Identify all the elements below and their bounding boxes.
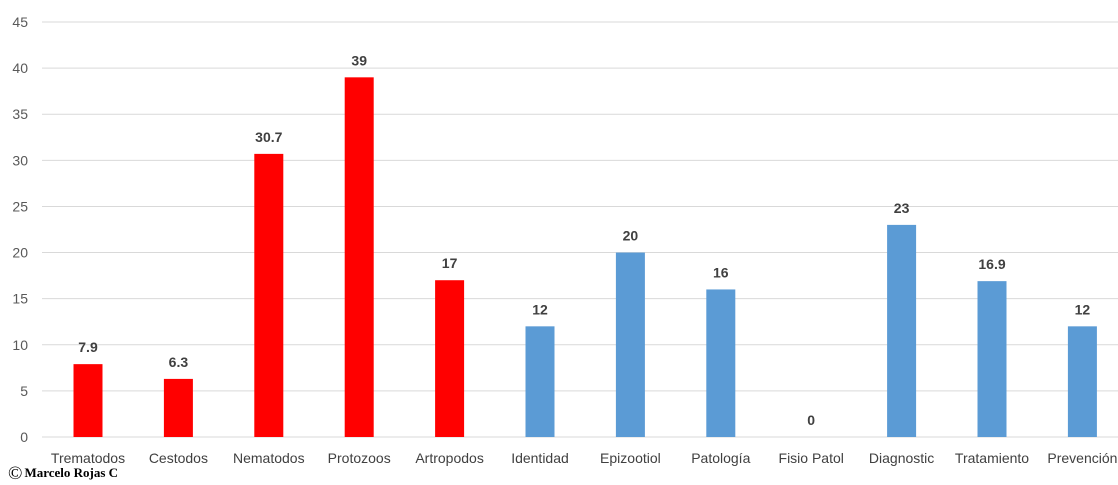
x-tick-label: Protozoos <box>328 450 391 466</box>
x-tick-label: Diagnostic <box>869 450 934 466</box>
data-label: 7.9 <box>78 339 98 355</box>
x-tick-label: Cestodos <box>149 450 208 466</box>
data-label: 12 <box>532 301 548 317</box>
y-tick-label: 25 <box>12 198 28 214</box>
data-label: 30.7 <box>255 129 282 145</box>
x-tick-label: Identidad <box>511 450 569 466</box>
data-labels: 7.9 6.3 30.7 39 17 12 20 16 0 23 16.9 12 <box>78 52 1090 428</box>
bar <box>1067 326 1097 437</box>
bar <box>615 252 645 437</box>
bar <box>73 364 103 437</box>
data-label: 23 <box>894 200 910 216</box>
bar <box>706 289 736 437</box>
y-tick-label: 45 <box>12 14 28 30</box>
gridlines <box>42 21 1118 438</box>
data-label: 39 <box>351 52 367 68</box>
copyright-icon: © <box>8 463 23 484</box>
bar <box>435 280 465 437</box>
x-tick-label: Artropodos <box>415 450 483 466</box>
bar <box>525 326 555 437</box>
bar <box>254 153 284 437</box>
y-tick-label: 40 <box>12 60 28 76</box>
data-label: 20 <box>623 228 639 244</box>
y-tick-label: 5 <box>20 383 28 399</box>
y-tick-label: 15 <box>12 291 28 307</box>
bar <box>163 378 193 437</box>
data-label: 12 <box>1075 301 1091 317</box>
y-axis: 0 5 10 15 20 25 30 35 40 45 <box>12 14 28 445</box>
bar <box>344 77 374 437</box>
credit: © Marcelo Rojas C <box>8 463 118 485</box>
x-axis: Trematodos Cestodos Nematodos Protozoos Artr… <box>51 450 1118 466</box>
x-tick-label: Nematodos <box>233 450 305 466</box>
x-tick-label: Patología <box>691 450 750 466</box>
bar <box>977 281 1007 437</box>
credit-text: Marcelo Rojas C <box>24 465 119 480</box>
bars <box>73 77 1097 437</box>
data-label: 0 <box>807 412 815 428</box>
data-label: 16 <box>713 264 729 280</box>
y-tick-label: 30 <box>12 152 28 168</box>
bar <box>887 224 917 437</box>
x-tick-label: Epizootiol <box>600 450 661 466</box>
y-tick-label: 35 <box>12 106 28 122</box>
data-label: 6.3 <box>169 354 189 370</box>
y-tick-label: 20 <box>12 245 28 261</box>
data-label: 16.9 <box>978 256 1005 272</box>
x-tick-label: Trematodos <box>51 450 125 466</box>
x-tick-label: Prevención <box>1047 450 1117 466</box>
y-tick-label: 0 <box>20 429 28 445</box>
x-tick-label: Fisio Patol <box>779 450 844 466</box>
data-label: 17 <box>442 255 458 271</box>
x-tick-label: Tratamiento <box>955 450 1029 466</box>
y-tick-label: 10 <box>12 337 28 353</box>
